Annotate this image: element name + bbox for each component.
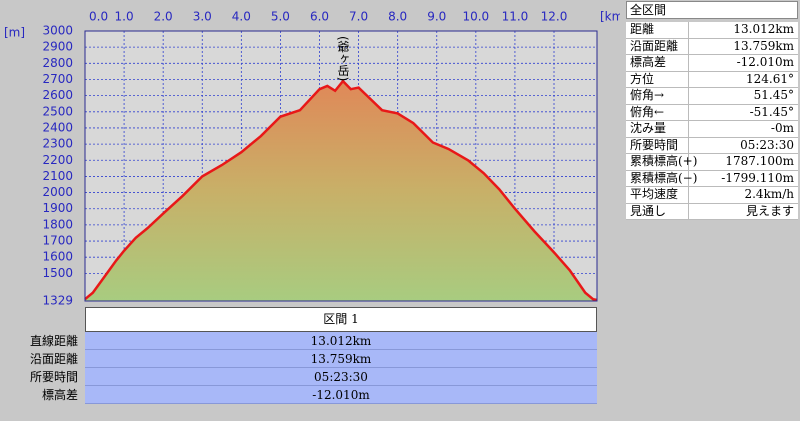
panel-row: 沿面距離 13.759km: [0, 350, 598, 368]
annotation: (爺ヶ岳): [336, 36, 350, 81]
row-label: 平均速度: [626, 187, 689, 203]
row-label: 方位: [626, 71, 689, 87]
row-value: -51.45°: [749, 104, 794, 119]
chart: [m] [km] 1329 1500 1600 1700 1800 1900 2000 210…: [4, 10, 620, 308]
row-label: 見通し: [626, 203, 689, 219]
x-tick-label: 0.0: [89, 10, 108, 24]
row-label: 所要時間: [626, 137, 689, 153]
row-label: 俯角→: [626, 88, 689, 104]
panel-row: 直線距離 13.012km: [0, 332, 598, 350]
panel-row: 標高差 -12.010m: [626, 55, 798, 72]
panel-row: 沿面距離 13.759km: [626, 38, 798, 55]
x-tick-label: 10.0: [462, 10, 489, 24]
x-tick-label: 8.0: [388, 10, 407, 24]
x-tick-label: 4.0: [232, 10, 251, 24]
panel-row: 累積標高(−) -1799.110m: [626, 170, 798, 187]
row-label: 沈み量: [626, 121, 689, 137]
y-tick-label: 1600: [42, 250, 73, 264]
x-tick-label: 2.0: [154, 10, 173, 24]
y-tick-label: 2400: [42, 120, 73, 134]
row-label: 沿面距離: [29, 352, 78, 366]
x-tick-label: 11.0: [502, 10, 529, 24]
row-value: 13.012km: [733, 22, 794, 36]
row-value: -1799.110m: [721, 170, 794, 185]
panel-row: 所要時間 05:23:30: [626, 137, 798, 154]
row-value: -12.010m: [736, 55, 794, 69]
y-tick-label: 1500: [42, 266, 73, 280]
row-label: 俯角←: [626, 104, 689, 120]
y-tick-label: 1800: [42, 217, 73, 231]
section-panel: 区間 1 直線距離 13.012km 沿面距離 13.759km 所要時間 05:23:30…: [0, 307, 598, 404]
y-tick-label: 2200: [42, 153, 73, 167]
x-tick-label: 12.0: [541, 10, 568, 24]
row-label: 累積標高(+): [626, 154, 697, 170]
y-tick-label: 3000: [42, 24, 73, 38]
line: [84, 79, 598, 302]
x-tick-label: 5.0: [271, 10, 290, 24]
row-value: 1787.100m: [725, 154, 794, 168]
x-tick-label: 6.0: [310, 10, 329, 24]
y-tick-label: 1900: [42, 201, 73, 215]
row-label: 距離: [626, 22, 689, 38]
panel-row: 俯角→ 51.45°: [626, 88, 798, 105]
y-tick-label: 2800: [42, 56, 73, 70]
panel-row: 所要時間 05:23:30: [0, 368, 598, 386]
row-value: 2.4km/h: [744, 187, 794, 201]
y-tick-label: 2500: [42, 104, 73, 118]
row-value: -12.010m: [85, 386, 597, 404]
row-value: 05:23:30: [740, 137, 794, 152]
row-value: 13.759km: [85, 350, 597, 368]
panel-row: 距離 13.012km: [626, 22, 798, 39]
row-value: -0m: [770, 121, 794, 135]
x-tick-label: 1.0: [115, 10, 134, 24]
y-tick-label: 2700: [42, 72, 73, 86]
panel-row: 平均速度 2.4km/h: [626, 187, 798, 204]
row-label: 累積標高(−): [626, 170, 697, 186]
panel-row: 沈み量 -0m: [626, 121, 798, 138]
row-value: 05:23:30: [85, 368, 597, 386]
row-label: 標高差: [626, 55, 689, 71]
y-tick-label: 2000: [42, 185, 73, 199]
y-tick-label: 1329: [42, 294, 73, 308]
y-tick-label: 2100: [42, 169, 73, 183]
panel-row: 累積標高(+) 1787.100m: [626, 154, 798, 171]
panel-row: 方位 124.61°: [626, 71, 798, 88]
panel-row: 俯角← -51.45°: [626, 104, 798, 121]
plot-border: [84, 30, 598, 302]
row-label: 直線距離: [29, 334, 78, 348]
y-tick-label: 1700: [42, 234, 73, 248]
x-tick-label: 3.0: [193, 10, 212, 24]
panel-title: 区間 1: [85, 307, 597, 332]
row-label: 沿面距離: [626, 38, 689, 54]
row-value: 13.012km: [85, 332, 597, 350]
row-label: 標高差: [41, 388, 78, 402]
panel-title: 全区間: [626, 1, 798, 19]
row-value: 13.759km: [733, 38, 794, 53]
x-tick-label: 7.0: [349, 10, 368, 24]
row-value: 見えます: [745, 203, 794, 218]
y-unit: [m]: [4, 26, 25, 40]
x-tick-label: 9.0: [427, 10, 446, 24]
summary-panel: 全区間距離 13.012km 沿面距離 13.759km 標高差 -12.010m 方位 12…: [626, 1, 798, 220]
row-label: 所要時間: [29, 370, 78, 384]
y-tick-label: 2600: [42, 88, 73, 102]
panel-row: 標高差 -12.010m: [0, 386, 598, 404]
x-unit: [km]: [600, 10, 620, 24]
area: [85, 81, 597, 301]
y-tick-label: 2300: [42, 137, 73, 151]
row-value: 51.45°: [753, 88, 794, 102]
y-tick-label: 2900: [42, 40, 73, 54]
row-value: 124.61°: [746, 71, 794, 86]
panel-row: 見通し 見えます: [626, 203, 798, 220]
